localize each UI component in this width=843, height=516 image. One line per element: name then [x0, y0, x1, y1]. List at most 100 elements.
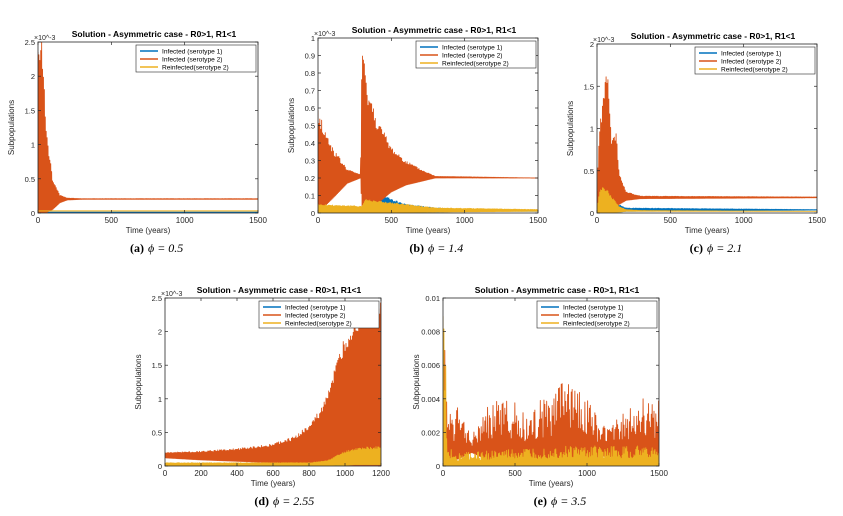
x-tick-label: 1500 [249, 216, 267, 225]
caption-label: (e) [534, 494, 547, 508]
y-tick-label: 0.6 [305, 104, 315, 113]
series-infected-serotype-2- [38, 42, 258, 213]
y-tick-label: 0.006 [421, 361, 440, 370]
chart-panel-3: 0 500 1000 1500 0 0.5 1 1.5 2 ×10^-3 Solution - As… [566, 31, 826, 255]
x-tick-label: 1000 [578, 469, 596, 478]
y-tick-label: 0.5 [25, 175, 35, 184]
caption-text: ϕ = 1.4 [428, 241, 463, 255]
legend-label: Infected (serotype 2) [162, 57, 222, 64]
y-tick-label: 2 [590, 40, 594, 49]
y-tick-label: 0.1 [305, 192, 315, 201]
y-tick-label: 0 [590, 209, 594, 218]
axis-exponent: ×10^-3 [34, 35, 55, 42]
caption-text: ϕ = 2.1 [707, 241, 742, 255]
series-group [443, 316, 659, 466]
legend-label: Infected (serotype 1) [721, 51, 781, 58]
y-tick-label: 0 [436, 462, 440, 471]
y-tick-label: 0.002 [421, 428, 440, 437]
axes-box [37, 41, 259, 214]
series-group [318, 55, 538, 213]
y-axis-label: Subpopulations [134, 354, 143, 409]
x-tick-label: 1200 [372, 469, 390, 478]
legend-label: Reinfected(serotype 2) [442, 61, 509, 68]
y-tick-label: 0.3 [305, 157, 315, 166]
y-tick-label: 0.8 [305, 69, 315, 78]
legend-label: Infected (serotype 2) [442, 53, 502, 60]
chart-panel-1: 0 500 1000 1500 0 0.5 1 1.5 2 2.5 ×10^-3 Solution -… [7, 29, 267, 255]
x-tick-label: 400 [230, 469, 244, 478]
caption-label: (d) [254, 494, 269, 508]
x-tick-label: 1000 [456, 216, 474, 225]
legend-label: Reinfected(serotype 2) [721, 67, 788, 74]
y-axis-label: Subpopulations [566, 101, 575, 156]
y-tick-label: 1.5 [25, 106, 35, 115]
x-tick-label: 1500 [808, 216, 826, 225]
y-tick-label: 1 [590, 125, 594, 134]
x-tick-label: 500 [105, 216, 119, 225]
legend-label: Infected (serotype 1) [162, 49, 222, 56]
legend-label: Infected (serotype 1) [442, 45, 502, 52]
y-tick-label: 1 [311, 34, 315, 43]
y-axis-label: Subpopulations [7, 100, 16, 155]
series-reinfected-serotype-2- [318, 199, 538, 213]
y-tick-label: 0.7 [305, 87, 315, 96]
legend-label: Reinfected(serotype 2) [285, 321, 352, 328]
legend-label: Infected (serotype 2) [721, 59, 781, 66]
caption-text: ϕ = 3.5 [551, 494, 586, 508]
x-tick-label: 200 [194, 469, 208, 478]
chart-title: Solution - Asymmetric case - R0>1, R1<1 [197, 285, 362, 295]
chart-title: Solution - Asymmetric case - R0>1, R1<1 [352, 25, 517, 35]
axes-box [442, 297, 660, 467]
series-infected-serotype-2- [443, 346, 659, 466]
x-tick-label: 1500 [529, 216, 547, 225]
y-tick-label: 0.4 [305, 139, 315, 148]
y-tick-label: 2.5 [152, 294, 162, 303]
chart-title: Solution - Asymmetric case - R0>1, R1<1 [72, 29, 237, 39]
x-tick-label: 1000 [336, 469, 354, 478]
y-axis-label: Subpopulations [287, 98, 296, 153]
axis-exponent: ×10^-3 [593, 37, 614, 44]
series-infected-serotype-2- [597, 76, 817, 213]
y-tick-label: 1 [31, 141, 35, 150]
y-axis-label: Subpopulations [412, 354, 421, 409]
y-tick-label: 0.004 [421, 395, 440, 404]
chart-title: Solution - Asymmetric case - R0>1, R1<1 [475, 285, 640, 295]
series-infected-serotype-2- [318, 55, 538, 213]
axis-exponent: ×10^-3 [161, 291, 182, 298]
chart-panel-5: 0 500 1000 1500 0 0.002 0.004 0.006 0.008 0.01 Sol… [412, 285, 668, 508]
caption-label: (c) [690, 241, 703, 255]
y-tick-label: 0.9 [305, 52, 315, 61]
caption-label: (b) [409, 241, 424, 255]
legend-label: Infected (serotype 1) [563, 305, 623, 312]
series-infected-serotype-2- [165, 302, 381, 466]
y-tick-label: 0 [311, 209, 315, 218]
y-tick-label: 2 [31, 72, 35, 81]
x-tick-label: 0 [36, 216, 41, 225]
chart-title: Solution - Asymmetric case - R0>1, R1<1 [631, 31, 796, 41]
y-tick-label: 2 [158, 328, 162, 337]
chart-panel-4: 0 200 400 600 800 1000 1200 0 0.5 1 1.5 2 2.5 ×10^-3 S… [134, 285, 390, 508]
y-tick-label: 0.2 [305, 174, 315, 183]
legend-label: Infected (serotype 2) [285, 313, 345, 320]
x-tick-label: 0 [163, 469, 168, 478]
legend-label: Infected (serotype 1) [285, 305, 345, 312]
caption-text: ϕ = 0.5 [148, 241, 183, 255]
series-group [38, 42, 258, 213]
y-tick-label: 0 [158, 462, 162, 471]
caption-label: (a) [130, 241, 144, 255]
y-tick-label: 0.5 [305, 122, 315, 131]
x-axis-label: Time (years) [126, 226, 171, 235]
series-reinfected-serotype-2- [443, 316, 659, 466]
legend-label: Reinfected(serotype 2) [162, 65, 229, 72]
x-tick-label: 1000 [735, 216, 753, 225]
x-axis-label: Time (years) [406, 226, 451, 235]
x-tick-label: 1500 [650, 469, 668, 478]
x-tick-label: 500 [385, 216, 399, 225]
y-tick-label: 0.5 [584, 167, 594, 176]
series-reinfected-serotype-2- [597, 187, 817, 213]
x-axis-label: Time (years) [685, 226, 730, 235]
x-axis-label: Time (years) [529, 479, 574, 488]
y-tick-label: 2.5 [25, 38, 35, 47]
y-tick-label: 1.5 [152, 361, 162, 370]
